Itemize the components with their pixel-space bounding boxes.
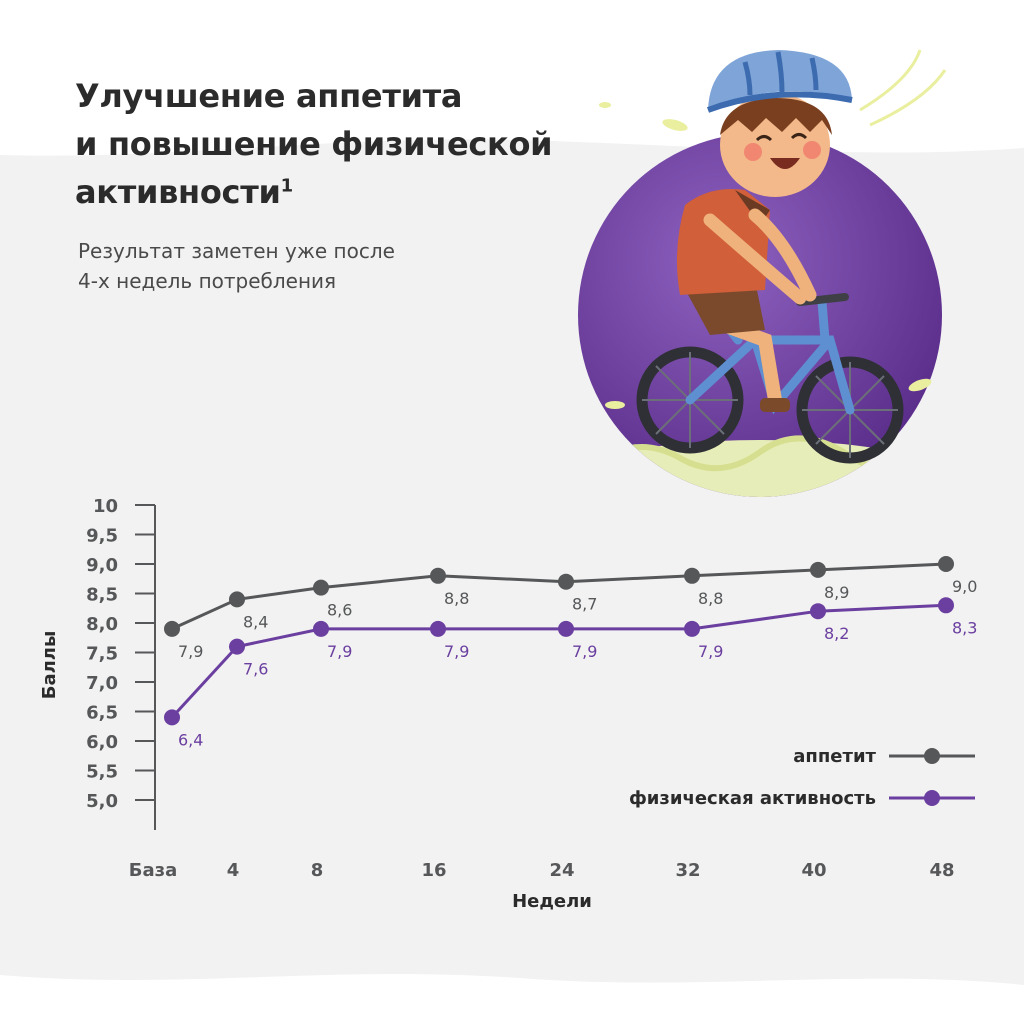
data-label: 8,4 (243, 612, 268, 631)
data-point (430, 567, 446, 584)
x-tick-label: 4 (227, 860, 240, 881)
data-label: 8,2 (824, 624, 849, 643)
data-point (164, 709, 180, 726)
page-title: Улучшение аппетита и повышение физическо… (75, 72, 595, 216)
y-axis-title: Баллы (39, 631, 60, 700)
y-tick-label: 7,0 (86, 673, 118, 694)
data-point (810, 561, 826, 578)
series-line-activity (170, 603, 947, 719)
legend-label: аппетит (793, 746, 876, 767)
data-label: 8,8 (698, 589, 723, 608)
x-axis-ticks: База 4 8 16 24 32 40 48 (129, 860, 955, 881)
y-tick-label: 8,5 (86, 585, 118, 606)
data-label: 7,9 (698, 642, 723, 661)
x-axis-title: Недели (512, 891, 592, 912)
data-point (684, 620, 700, 637)
series-line-appetite (171, 562, 947, 631)
data-label: 6,4 (178, 730, 203, 749)
data-point (558, 573, 574, 590)
y-tick-label: 5,0 (86, 791, 118, 812)
data-point (313, 620, 329, 637)
title-line-1: Улучшение аппетита (75, 77, 463, 115)
series-layer: 7,9 8,4 8,6 8,8 8,7 8,8 8,9 9,0 6,4 7,6 7,9 7,9 7,9 7… (164, 556, 977, 749)
title-line-3-text: активности (75, 173, 281, 211)
data-label: 9,0 (952, 577, 977, 596)
legend: аппетит физическая активность (629, 746, 975, 809)
data-point (810, 603, 826, 620)
data-label: 8,6 (327, 601, 352, 620)
data-label: 7,9 (444, 642, 469, 661)
y-tick-label: 9,5 (86, 526, 118, 547)
data-label: 8,7 (572, 595, 597, 614)
data-point (430, 620, 446, 637)
x-tick-label: 16 (421, 860, 446, 881)
footnote-marker: 1 (280, 175, 294, 197)
subtitle-line-2: 4-х недель потребления (78, 269, 337, 293)
x-tick-label: 32 (675, 860, 700, 881)
x-tick-label: База (129, 860, 177, 881)
data-label: 8,8 (444, 589, 469, 608)
y-tick-label: 5,5 (86, 762, 118, 783)
x-tick-label: 8 (311, 860, 324, 881)
data-point (164, 620, 180, 637)
y-tick-label: 7,5 (86, 644, 118, 665)
x-tick-label: 40 (801, 860, 826, 881)
data-label: 7,9 (572, 642, 597, 661)
legend-label: физическая активность (629, 788, 876, 809)
legend-marker (924, 790, 940, 806)
data-point (684, 567, 700, 584)
y-tick-label: 9,0 (86, 555, 118, 576)
data-label: 8,3 (952, 618, 977, 637)
data-point (313, 579, 329, 596)
x-tick-label: 24 (549, 860, 574, 881)
subtitle-line-1: Результат заметен уже после (78, 239, 395, 263)
data-label: 8,9 (824, 583, 849, 602)
data-label: 7,9 (327, 642, 352, 661)
x-tick-label: 48 (929, 860, 954, 881)
subtitle: Результат заметен уже после 4-х недель п… (78, 236, 395, 296)
title-line-3: активности1 (75, 168, 595, 216)
data-label: 7,9 (178, 642, 203, 661)
y-tick-label: 8,0 (86, 614, 118, 635)
y-tick-label: 6,5 (86, 703, 118, 724)
data-point (558, 620, 574, 637)
data-point (938, 597, 954, 614)
data-point (938, 556, 954, 572)
data-point (229, 591, 245, 608)
y-tick-label: 6,0 (86, 732, 118, 753)
data-label: 7,6 (243, 660, 268, 679)
legend-marker (924, 748, 940, 764)
data-point (229, 638, 245, 655)
y-tick-label: 10 (93, 496, 118, 517)
y-axis-ticks: 10 9,5 9,0 8,5 8,0 7,5 7,0 6,5 6,0 5,5 5,0 (86, 496, 155, 812)
title-line-2: и повышение физической (75, 125, 553, 163)
cyclist-icon (578, 49, 947, 497)
